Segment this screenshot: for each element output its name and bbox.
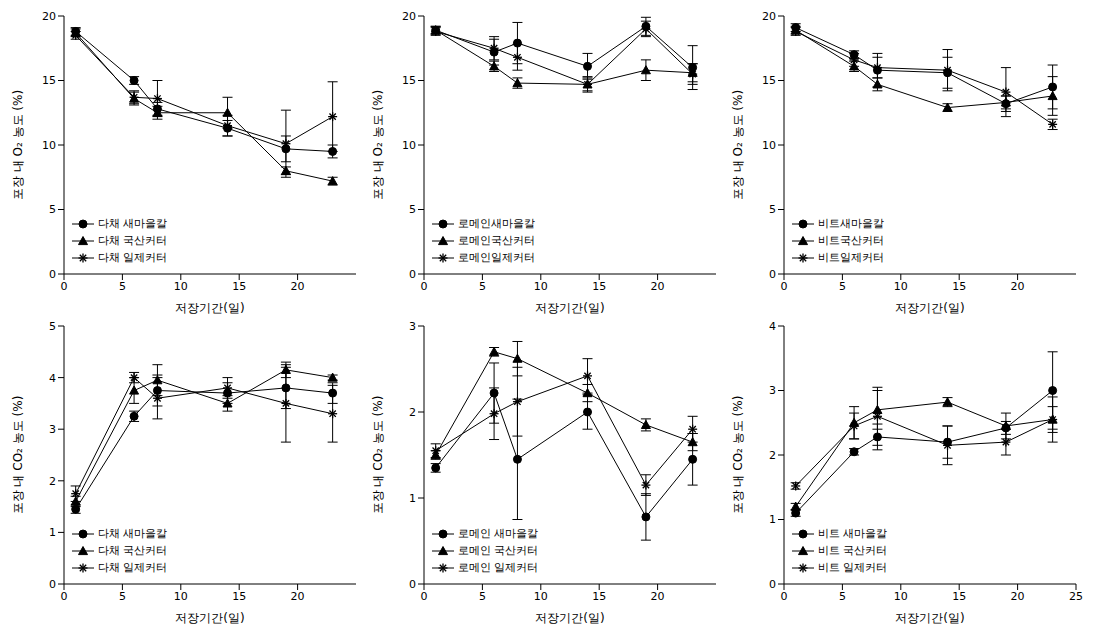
svg-text:포장 내 CO₂ 농도 (%): 포장 내 CO₂ 농도 (%): [371, 396, 385, 515]
svg-text:포장 내 CO₂ 농도 (%): 포장 내 CO₂ 농도 (%): [11, 396, 25, 515]
svg-text:10: 10: [174, 590, 188, 603]
svg-text:15: 15: [232, 280, 246, 293]
svg-text:15: 15: [402, 74, 416, 87]
svg-text:저장기간(일): 저장기간(일): [535, 611, 604, 625]
html-text:로메인새마을칼: 로메인새마을칼: [458, 217, 535, 230]
html-text:로메인국산커터: 로메인국산커터: [458, 234, 535, 247]
svg-text:5: 5: [769, 203, 776, 216]
svg-text:포장 내 CO₂ 농도 (%): 포장 내 CO₂ 농도 (%): [731, 396, 745, 515]
html-text:다채 국산커터: 다채 국산커터: [98, 234, 168, 247]
svg-text:5: 5: [49, 203, 56, 216]
html-text:로메인 새마을칼: 로메인 새마을칼: [458, 527, 539, 540]
svg-text:15: 15: [232, 590, 246, 603]
svg-text:20: 20: [762, 10, 776, 23]
svg-text:10: 10: [42, 139, 56, 152]
svg-text:10: 10: [894, 280, 908, 293]
svg-text:15: 15: [42, 74, 56, 87]
svg-text:0: 0: [61, 280, 68, 293]
html-text:다채 일제커터: 다채 일제커터: [98, 251, 168, 264]
svg-text:0: 0: [421, 280, 428, 293]
svg-text:저장기간(일): 저장기간(일): [895, 301, 964, 315]
html-text:로메인 일제커터: 로메인 일제커터: [458, 561, 539, 574]
svg-text:0: 0: [781, 280, 788, 293]
svg-text:20: 20: [402, 10, 416, 23]
html-text:비트 새마을칼: 비트 새마을칼: [818, 527, 888, 540]
svg-text:15: 15: [592, 280, 606, 293]
html-text:로메인 국산커터: 로메인 국산커터: [458, 544, 539, 557]
svg-text:포장 내 O₂ 농도 (%): 포장 내 O₂ 농도 (%): [371, 90, 385, 200]
html-text:다채 일제커터: 다채 일제커터: [98, 561, 168, 574]
svg-text:포장 내 O₂ 농도 (%): 포장 내 O₂ 농도 (%): [11, 90, 25, 200]
svg-text:3: 3: [49, 423, 56, 436]
svg-text:2: 2: [769, 449, 776, 462]
svg-text:5: 5: [839, 590, 846, 603]
svg-text:0: 0: [769, 578, 776, 591]
svg-text:25: 25: [1069, 590, 1083, 603]
svg-text:1: 1: [409, 492, 416, 505]
svg-text:0: 0: [421, 590, 428, 603]
svg-text:20: 20: [651, 590, 665, 603]
html-text:비트 국산커터: 비트 국산커터: [818, 544, 888, 557]
svg-text:20: 20: [42, 10, 56, 23]
svg-text:10: 10: [894, 590, 908, 603]
html-text:비트새마을칼: 비트새마을칼: [818, 217, 884, 230]
svg-text:저장기간(일): 저장기간(일): [175, 611, 244, 625]
html-text:다채 국산커터: 다채 국산커터: [98, 544, 168, 557]
svg-text:15: 15: [592, 590, 606, 603]
svg-text:0: 0: [49, 578, 56, 591]
svg-text:3: 3: [769, 384, 776, 397]
html-text:다채 새마을칼: 다채 새마을칼: [98, 217, 168, 230]
svg-text:15: 15: [952, 590, 966, 603]
svg-text:5: 5: [479, 280, 486, 293]
html-text:비트 일제커터: 비트 일제커터: [818, 561, 888, 574]
svg-text:5: 5: [409, 203, 416, 216]
html-text:비트일제커터: 비트일제커터: [818, 251, 884, 264]
svg-text:저장기간(일): 저장기간(일): [535, 301, 604, 315]
svg-text:10: 10: [534, 280, 548, 293]
svg-text:20: 20: [1011, 280, 1025, 293]
svg-text:0: 0: [49, 268, 56, 281]
svg-text:1: 1: [49, 526, 56, 539]
html-text:다채 새마을칼: 다채 새마을칼: [98, 527, 168, 540]
svg-text:15: 15: [952, 280, 966, 293]
svg-text:5: 5: [119, 590, 126, 603]
svg-text:20: 20: [291, 590, 305, 603]
svg-text:20: 20: [291, 280, 305, 293]
svg-text:0: 0: [409, 268, 416, 281]
svg-text:20: 20: [651, 280, 665, 293]
html-text:비트국산커터: 비트국산커터: [818, 234, 884, 247]
svg-text:저장기간(일): 저장기간(일): [895, 611, 964, 625]
svg-text:4: 4: [769, 320, 776, 333]
svg-text:2: 2: [409, 406, 416, 419]
svg-text:5: 5: [479, 590, 486, 603]
svg-text:15: 15: [762, 74, 776, 87]
svg-text:5: 5: [119, 280, 126, 293]
svg-text:10: 10: [762, 139, 776, 152]
svg-text:0: 0: [781, 590, 788, 603]
svg-text:5: 5: [49, 320, 56, 333]
svg-text:1: 1: [769, 513, 776, 526]
svg-text:4: 4: [49, 372, 56, 385]
svg-text:2: 2: [49, 475, 56, 488]
svg-text:5: 5: [839, 280, 846, 293]
svg-text:10: 10: [402, 139, 416, 152]
svg-text:10: 10: [534, 590, 548, 603]
svg-text:3: 3: [409, 320, 416, 333]
svg-text:0: 0: [61, 590, 68, 603]
svg-text:0: 0: [409, 578, 416, 591]
svg-text:10: 10: [174, 280, 188, 293]
svg-text:저장기간(일): 저장기간(일): [175, 301, 244, 315]
svg-text:포장 내 O₂ 농도 (%): 포장 내 O₂ 농도 (%): [731, 90, 745, 200]
html-text:로메인일제커터: 로메인일제커터: [458, 251, 535, 264]
svg-text:20: 20: [1011, 590, 1025, 603]
svg-text:0: 0: [769, 268, 776, 281]
